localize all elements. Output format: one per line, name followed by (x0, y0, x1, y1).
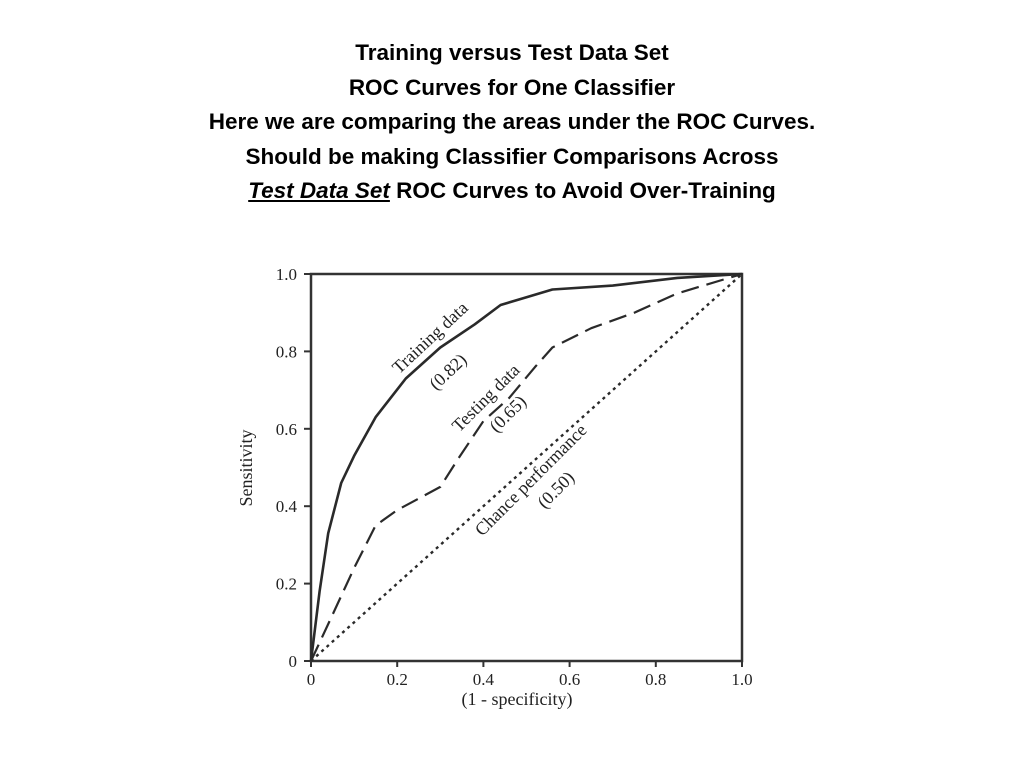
slide-heading: Training versus Test Data Set ROC Curves… (0, 36, 1024, 209)
x-axis: 0 0.2 0.4 0.6 0.8 1.0 (307, 661, 753, 689)
annotation-layer: Training data (0.82) Testing data (0.65)… (388, 298, 591, 540)
y-axis-label: Sensitivity (236, 429, 256, 506)
y-tick-label: 1.0 (276, 265, 297, 284)
title-line-2: ROC Curves for One Classifier (348, 74, 676, 100)
series-layer (309, 272, 743, 662)
x-tick-label: 0.4 (473, 670, 495, 689)
y-axis: 0 0.2 0.4 0.6 0.8 1.0 (276, 265, 311, 671)
title-line-5: Test Data Set ROC Curves to Avoid Over-T… (0, 174, 1024, 209)
y-tick-label: 0.6 (276, 420, 297, 439)
title-line-3: Here we are comparing the areas under th… (208, 109, 816, 134)
title-line-5-rest: ROC Curves to Avoid Over-Training (389, 178, 776, 203)
x-axis-label: (1 - specificity) (462, 689, 573, 710)
training-data-line (309, 272, 743, 662)
title-line-4: Should be making Classifier Comparisons … (245, 143, 779, 169)
x-tick-label: 1.0 (731, 670, 752, 689)
y-tick-label: 0.8 (276, 342, 297, 361)
title-line-1: Training versus Test Data Set (355, 40, 669, 65)
testing-data-line (310, 272, 743, 662)
y-tick-label: 0 (289, 652, 298, 671)
x-tick-label: 0.6 (559, 670, 580, 689)
y-tick-label: 0.4 (276, 497, 298, 516)
x-tick-label: 0 (307, 670, 316, 689)
chance-performance-line (310, 273, 743, 662)
plot-frame (309, 272, 744, 663)
y-tick-label: 0.2 (276, 575, 297, 594)
x-tick-label: 0.8 (645, 670, 666, 689)
x-tick-label: 0.2 (387, 670, 408, 689)
title-emphasis: Test Data Set (248, 178, 390, 203)
